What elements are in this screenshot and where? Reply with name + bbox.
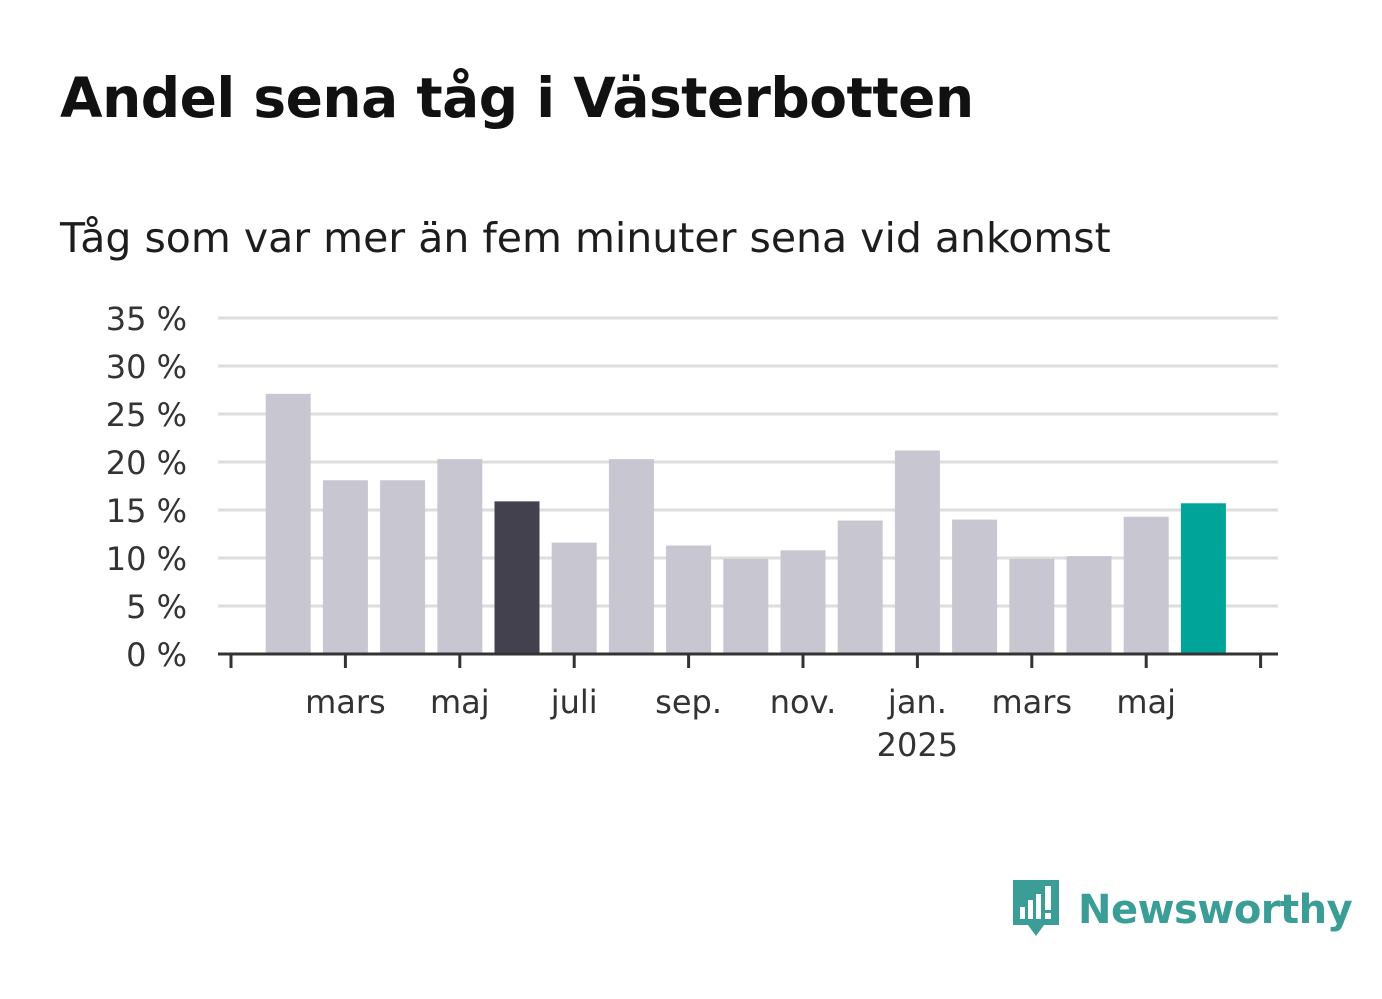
x-tick-year-label: 2025 xyxy=(877,726,958,764)
bar xyxy=(1123,516,1169,654)
bar xyxy=(780,550,826,654)
x-tick-label: sep. xyxy=(655,683,722,721)
y-axis-tick-labels: 0 % 5 % 10 % 15 % 20 % 25 % 30 % 35 % xyxy=(106,300,187,674)
bar xyxy=(666,545,712,654)
y-tick-label: 10 % xyxy=(106,540,187,578)
brand-logo-group: Newsworthy xyxy=(1010,878,1353,942)
bar xyxy=(837,520,883,654)
chart-subtitle: Tåg som var mer än fem minuter sena vid … xyxy=(60,214,1111,262)
bars xyxy=(265,393,1226,654)
bar xyxy=(437,459,483,654)
x-tick-label: mars xyxy=(305,683,386,721)
x-tick-label: juli xyxy=(550,683,598,721)
y-tick-label: 20 % xyxy=(106,444,187,482)
x-tick-label: nov. xyxy=(770,683,836,721)
y-tick-label: 15 % xyxy=(106,492,187,530)
x-axis xyxy=(218,652,1278,668)
bar xyxy=(551,542,597,654)
bar-chart-speech-bubble-icon xyxy=(1013,880,1059,936)
x-tick-label: maj xyxy=(430,683,490,721)
chart-title: Andel sena tåg i Västerbotten xyxy=(60,66,974,130)
y-tick-label: 5 % xyxy=(126,588,187,626)
x-tick-label: maj xyxy=(1116,683,1176,721)
brand-name: Newsworthy xyxy=(1078,887,1353,933)
y-tick-label: 30 % xyxy=(106,348,187,386)
y-tick-label: 25 % xyxy=(106,396,187,434)
x-axis-tick-labels: mars maj juli sep. nov. jan. 2025 mars maj xyxy=(305,683,1176,764)
bar xyxy=(1009,558,1055,654)
bar xyxy=(608,459,654,654)
bar xyxy=(322,480,368,654)
bar xyxy=(265,393,311,654)
bar xyxy=(723,558,769,654)
bar xyxy=(380,480,426,654)
bar xyxy=(1066,556,1112,654)
bar xyxy=(494,501,540,654)
bar xyxy=(952,519,998,654)
bar xyxy=(1180,503,1226,654)
y-tick-label: 0 % xyxy=(126,636,187,674)
x-tick-label: mars xyxy=(991,683,1072,721)
x-tick-label: jan. xyxy=(887,683,947,721)
bar xyxy=(894,450,940,654)
y-tick-label: 35 % xyxy=(106,300,187,338)
